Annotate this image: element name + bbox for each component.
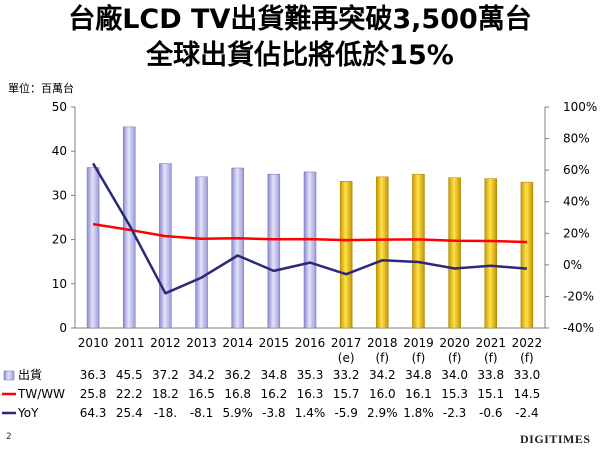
y-right-tick-label: 20% [563, 226, 590, 240]
y-right-tick-label: 100% [563, 100, 597, 114]
y-right-tick-label: 80% [563, 132, 590, 146]
table-cell: 15.3 [441, 387, 468, 401]
line-yoy [92, 162, 527, 295]
table-cell: 37.2 [152, 368, 179, 382]
bar-shipment [267, 173, 281, 329]
table-cell: 5.9% [222, 406, 253, 420]
table-cell: -8.1 [190, 406, 213, 420]
y-left-tick-label: 20 [52, 233, 67, 247]
y-right-tick-label: -40% [563, 321, 594, 335]
line-tw-ww [92, 222, 527, 244]
table-cell: 16.1 [405, 387, 432, 401]
table-cell: 16.0 [369, 387, 396, 401]
legend-label: 出貨 [18, 367, 42, 382]
bar-shipment [231, 167, 244, 329]
table-cell: 34.0 [441, 368, 468, 382]
brand-logo: DIGITIMES [520, 432, 591, 446]
y-left-tick-label: 40 [52, 144, 67, 158]
y-right-tick-label: -20% [563, 289, 594, 303]
x-tick-label: 2016 [295, 336, 326, 350]
y-right-tick-label: 0% [563, 258, 582, 272]
table-cell: 14.5 [514, 387, 541, 401]
x-tick-label: 2018 [367, 336, 398, 350]
table-cell: 64.3 [80, 406, 107, 420]
x-tick-sublabel: (f) [520, 351, 534, 365]
x-tick-label: 2020 [439, 336, 470, 350]
y-left-tick-label: 10 [52, 277, 67, 291]
bar-shipment [448, 177, 461, 329]
chart-title-line2: 全球出貨佔比將低於15% [146, 40, 454, 71]
bar-shipment [339, 181, 353, 329]
bar-shipment [195, 176, 208, 329]
table-cell: -18. [154, 406, 177, 420]
table-cell: 34.8 [405, 368, 432, 382]
table-cell: -0.6 [479, 406, 502, 420]
x-tick-sublabel: (e) [338, 351, 355, 365]
x-tick-label: 2021 [475, 336, 506, 350]
table-cell: 33.8 [477, 368, 504, 382]
bar-shipment [303, 171, 317, 329]
x-tick-label: 2010 [78, 336, 109, 350]
table-cell: 36.2 [224, 368, 251, 382]
table-cell: 16.5 [188, 387, 215, 401]
table-cell: 15.7 [333, 387, 360, 401]
bar-shipment [376, 176, 389, 329]
bar-shipment [159, 163, 172, 329]
bar-shipment [520, 181, 534, 329]
x-tick-sublabel: (f) [448, 351, 462, 365]
table-cell: 1.4% [295, 406, 326, 420]
bar-shipment [484, 178, 498, 329]
table-cell: 25.8 [80, 387, 107, 401]
table-cell: -3.8 [262, 406, 285, 420]
table-cell: 22.2 [116, 387, 143, 401]
y-right-tick-label: 60% [563, 163, 590, 177]
table-cell: 34.8 [260, 368, 287, 382]
y-left-tick-label: 50 [52, 100, 67, 114]
table-cell: 15.1 [477, 387, 504, 401]
table-cell: 18.2 [152, 387, 179, 401]
x-tick-label: 2011 [114, 336, 145, 350]
x-tick-label: 2019 [403, 336, 434, 350]
table-cell: -5.9 [334, 406, 357, 420]
x-tick-label: 2015 [259, 336, 290, 350]
table-cell: 1.8% [403, 406, 434, 420]
y-left-tick-label: 30 [52, 188, 67, 202]
x-tick-label: 2014 [222, 336, 253, 350]
table-cell: 2.9% [367, 406, 398, 420]
table-cell: 33.0 [514, 368, 541, 382]
legend-key-shipment [3, 370, 15, 381]
bar-shipment [412, 173, 425, 329]
x-tick-label: 2017 [331, 336, 362, 350]
x-tick-label: 2012 [150, 336, 181, 350]
table-cell: 35.3 [297, 368, 324, 382]
y-right-tick-label: 40% [563, 195, 590, 209]
table-cell: -2.3 [443, 406, 466, 420]
legend-label: YoY [17, 406, 39, 420]
y-left-tick-label: 0 [59, 321, 67, 335]
table-cell: 36.3 [80, 368, 107, 382]
table-cell: 34.2 [188, 368, 215, 382]
table-cell: 16.8 [224, 387, 251, 401]
page-number: 2 [6, 432, 12, 442]
table-cell: 34.2 [369, 368, 396, 382]
table-cell: 16.2 [260, 387, 287, 401]
chart-title-line1: 台廠LCD TV出貨難再突破3,500萬台 [68, 4, 532, 35]
bar-shipment [86, 167, 100, 329]
table-cell: 33.2 [333, 368, 360, 382]
table-cell: 45.5 [116, 368, 143, 382]
unit-label: 單位：百萬台 [8, 82, 74, 95]
table-cell: 16.3 [297, 387, 324, 401]
x-tick-sublabel: (f) [412, 351, 426, 365]
x-tick-sublabel: (f) [376, 351, 390, 365]
x-tick-label: 2013 [186, 336, 217, 350]
legend-label: TW/WW [17, 387, 65, 401]
x-tick-label: 2022 [512, 336, 543, 350]
table-cell: -2.4 [515, 406, 538, 420]
x-tick-sublabel: (f) [484, 351, 498, 365]
table-cell: 25.4 [116, 406, 143, 420]
